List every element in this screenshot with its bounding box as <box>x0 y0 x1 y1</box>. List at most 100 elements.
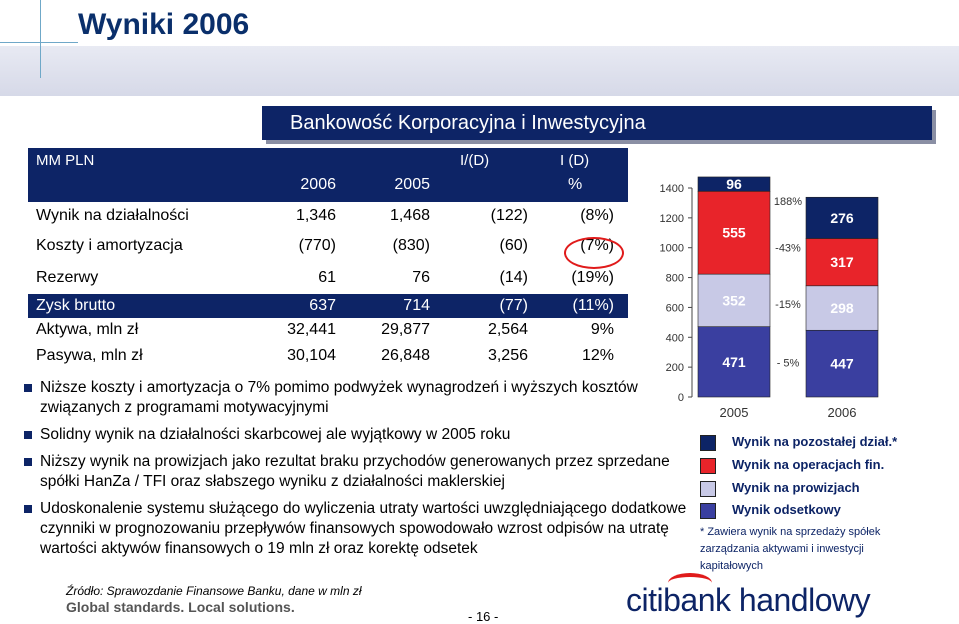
table-cell-pct: (11%) <box>572 297 615 314</box>
table-cell-v2006: 1,346 <box>295 207 336 224</box>
bar-segment <box>697 273 771 327</box>
change-label: -15% <box>775 299 801 311</box>
table-cell-v2006: (770) <box>298 237 336 254</box>
change-label: - 5% <box>777 358 800 370</box>
logo-arc <box>668 573 712 593</box>
table-row: Zysk brutto 637 714 (77) (11%) <box>28 294 628 318</box>
col-header-pct: % <box>568 176 583 193</box>
table-cell-diff: 2,564 <box>487 321 528 338</box>
x-category-label: 2006 <box>828 405 857 420</box>
bar-data-label: 352 <box>722 292 746 308</box>
legend-label-fin: Wynik na operacjach fin. <box>732 457 885 472</box>
decor-line-vertical <box>40 0 41 78</box>
bullet-item: Solidny wynik na działalności skarbcowej… <box>24 425 694 445</box>
table-cell-v2005: 714 <box>403 297 430 314</box>
table-cell-diff: 3,256 <box>487 347 528 364</box>
table-row: Aktywa, mln zł 32,441 29,877 2,564 9% <box>28 318 628 342</box>
y-tick-label: 600 <box>666 302 684 314</box>
legend-swatch-other <box>700 435 716 451</box>
table-cell-pct: (19%) <box>571 269 614 286</box>
table-cell-label: Wynik na działalności <box>36 207 189 224</box>
bar-segment <box>697 190 771 275</box>
y-tick-label: 1000 <box>660 243 684 255</box>
table-row: Rezerwy 61 76 (14) (19%) <box>28 266 628 290</box>
table-cell-v2005: (830) <box>392 237 430 254</box>
table-cell-v2006: 32,441 <box>287 321 336 338</box>
bar-data-label: 96 <box>726 176 742 192</box>
y-tick-label: 800 <box>666 273 684 285</box>
change-label: 188% <box>774 196 802 208</box>
table-cell-pct: (8%) <box>580 207 614 224</box>
legend-label-other: Wynik na pozostałej dział.* <box>732 434 898 449</box>
bullet-marker <box>24 431 32 439</box>
table-cell-v2005: 29,877 <box>381 321 430 338</box>
col-header-diff-top: I/(D) <box>460 152 490 169</box>
bar-segment <box>805 238 879 287</box>
bullet-marker <box>24 458 32 466</box>
bar-data-label: 447 <box>830 356 854 372</box>
table-cell-label: Zysk brutto <box>36 297 116 314</box>
y-tick-label: 1200 <box>660 213 684 225</box>
y-tick-label: 200 <box>666 362 684 374</box>
header-band <box>0 46 959 96</box>
table-row: Wynik na działalności 1,346 1,468 (122) (8%) <box>28 204 628 228</box>
bar-segment <box>697 326 771 398</box>
y-tick-label: 0 <box>678 392 684 404</box>
bar-data-label: 317 <box>830 254 854 270</box>
bullet-item: Udoskonalenie systemu służącego do wylic… <box>24 499 694 559</box>
source-note: Źródło: Sprawozdanie Finansowe Banku, da… <box>66 584 362 598</box>
bar-data-label: 276 <box>830 210 854 226</box>
table-cell-v2006: 30,104 <box>287 347 336 364</box>
decor-line-horizontal <box>0 42 78 43</box>
table-cell-diff: (14) <box>499 269 528 286</box>
table-cell-label: Koszty i amortyzacja <box>36 237 183 254</box>
stacked-bar-chart: 0 200 400 600 800 1000 1200 1400 471 352 555 96 2005… <box>660 176 879 420</box>
table-cell-diff: (122) <box>490 207 528 224</box>
table-cell-label: Pasywa, mln zł <box>36 347 143 364</box>
table-cell-v2006: 61 <box>318 269 336 286</box>
table-cell-diff: (77) <box>499 297 528 314</box>
table-row: Pasywa, mln zł 30,104 26,848 3,256 12% <box>28 344 628 368</box>
legend-footnote: * Zawiera wynik na sprzedaży spółek zarz… <box>700 526 881 572</box>
col-header-2006: 2006 <box>300 176 336 193</box>
table-row: Koszty i amortyzacja (770) (830) (60) (7%) <box>28 234 628 258</box>
bar-segment <box>805 196 879 239</box>
legend-label-interest: Wynik odsetkowy <box>732 502 841 517</box>
bar-data-label: 298 <box>830 300 854 316</box>
table-cell-v2005: 76 <box>412 269 430 286</box>
table-cell-v2005: 26,848 <box>381 347 430 364</box>
page-number: - 16 - <box>468 609 499 624</box>
table-cell-diff: (60) <box>499 237 528 254</box>
bullet-marker <box>24 384 32 392</box>
y-tick-label: 400 <box>666 332 684 344</box>
highlight-circle <box>564 237 624 269</box>
bullet-list: Niższe koszty i amortyzacja o 7% pomimo … <box>24 378 694 566</box>
table-cell-label: Rezerwy <box>36 269 99 286</box>
table-cell-label: Aktywa, mln zł <box>36 321 139 338</box>
table-cell-pct: 12% <box>581 347 614 364</box>
legend-label-fees: Wynik na prowizjach <box>732 480 860 495</box>
table-cell-pct: 9% <box>590 321 614 338</box>
page-title: Wyniki 2006 <box>78 8 250 41</box>
bar-segment <box>805 329 879 398</box>
bar-data-label: 471 <box>722 354 746 370</box>
col-header-2005: 2005 <box>394 176 430 193</box>
legend-swatch-fin <box>700 458 716 474</box>
table-cell-v2006: 637 <box>309 297 336 314</box>
citibank-logo: citibank handlowy <box>626 582 871 618</box>
legend-swatch-fees <box>700 481 716 497</box>
bar-segment <box>805 285 879 331</box>
bullet-item: Niższy wynik na prowizjach jako rezultat… <box>24 452 694 492</box>
y-tick-label: 1400 <box>660 183 684 195</box>
slogan: Global standards. Local solutions. <box>66 599 295 615</box>
bar-data-label: 555 <box>722 225 746 241</box>
bullet-marker <box>24 505 32 513</box>
table-header: MM PLN I/(D) I (D) 2006 2005 % <box>28 148 628 202</box>
bar-segment <box>697 176 771 192</box>
x-category-label: 2005 <box>720 405 749 420</box>
section-title: Bankowość Korporacyjna i Inwestycyjna <box>262 106 932 140</box>
change-label: -43% <box>775 242 801 254</box>
col-header-pct-top: I (D) <box>560 152 590 169</box>
bullet-item: Niższe koszty i amortyzacja o 7% pomimo … <box>24 378 694 418</box>
legend-swatch-interest <box>700 503 716 519</box>
